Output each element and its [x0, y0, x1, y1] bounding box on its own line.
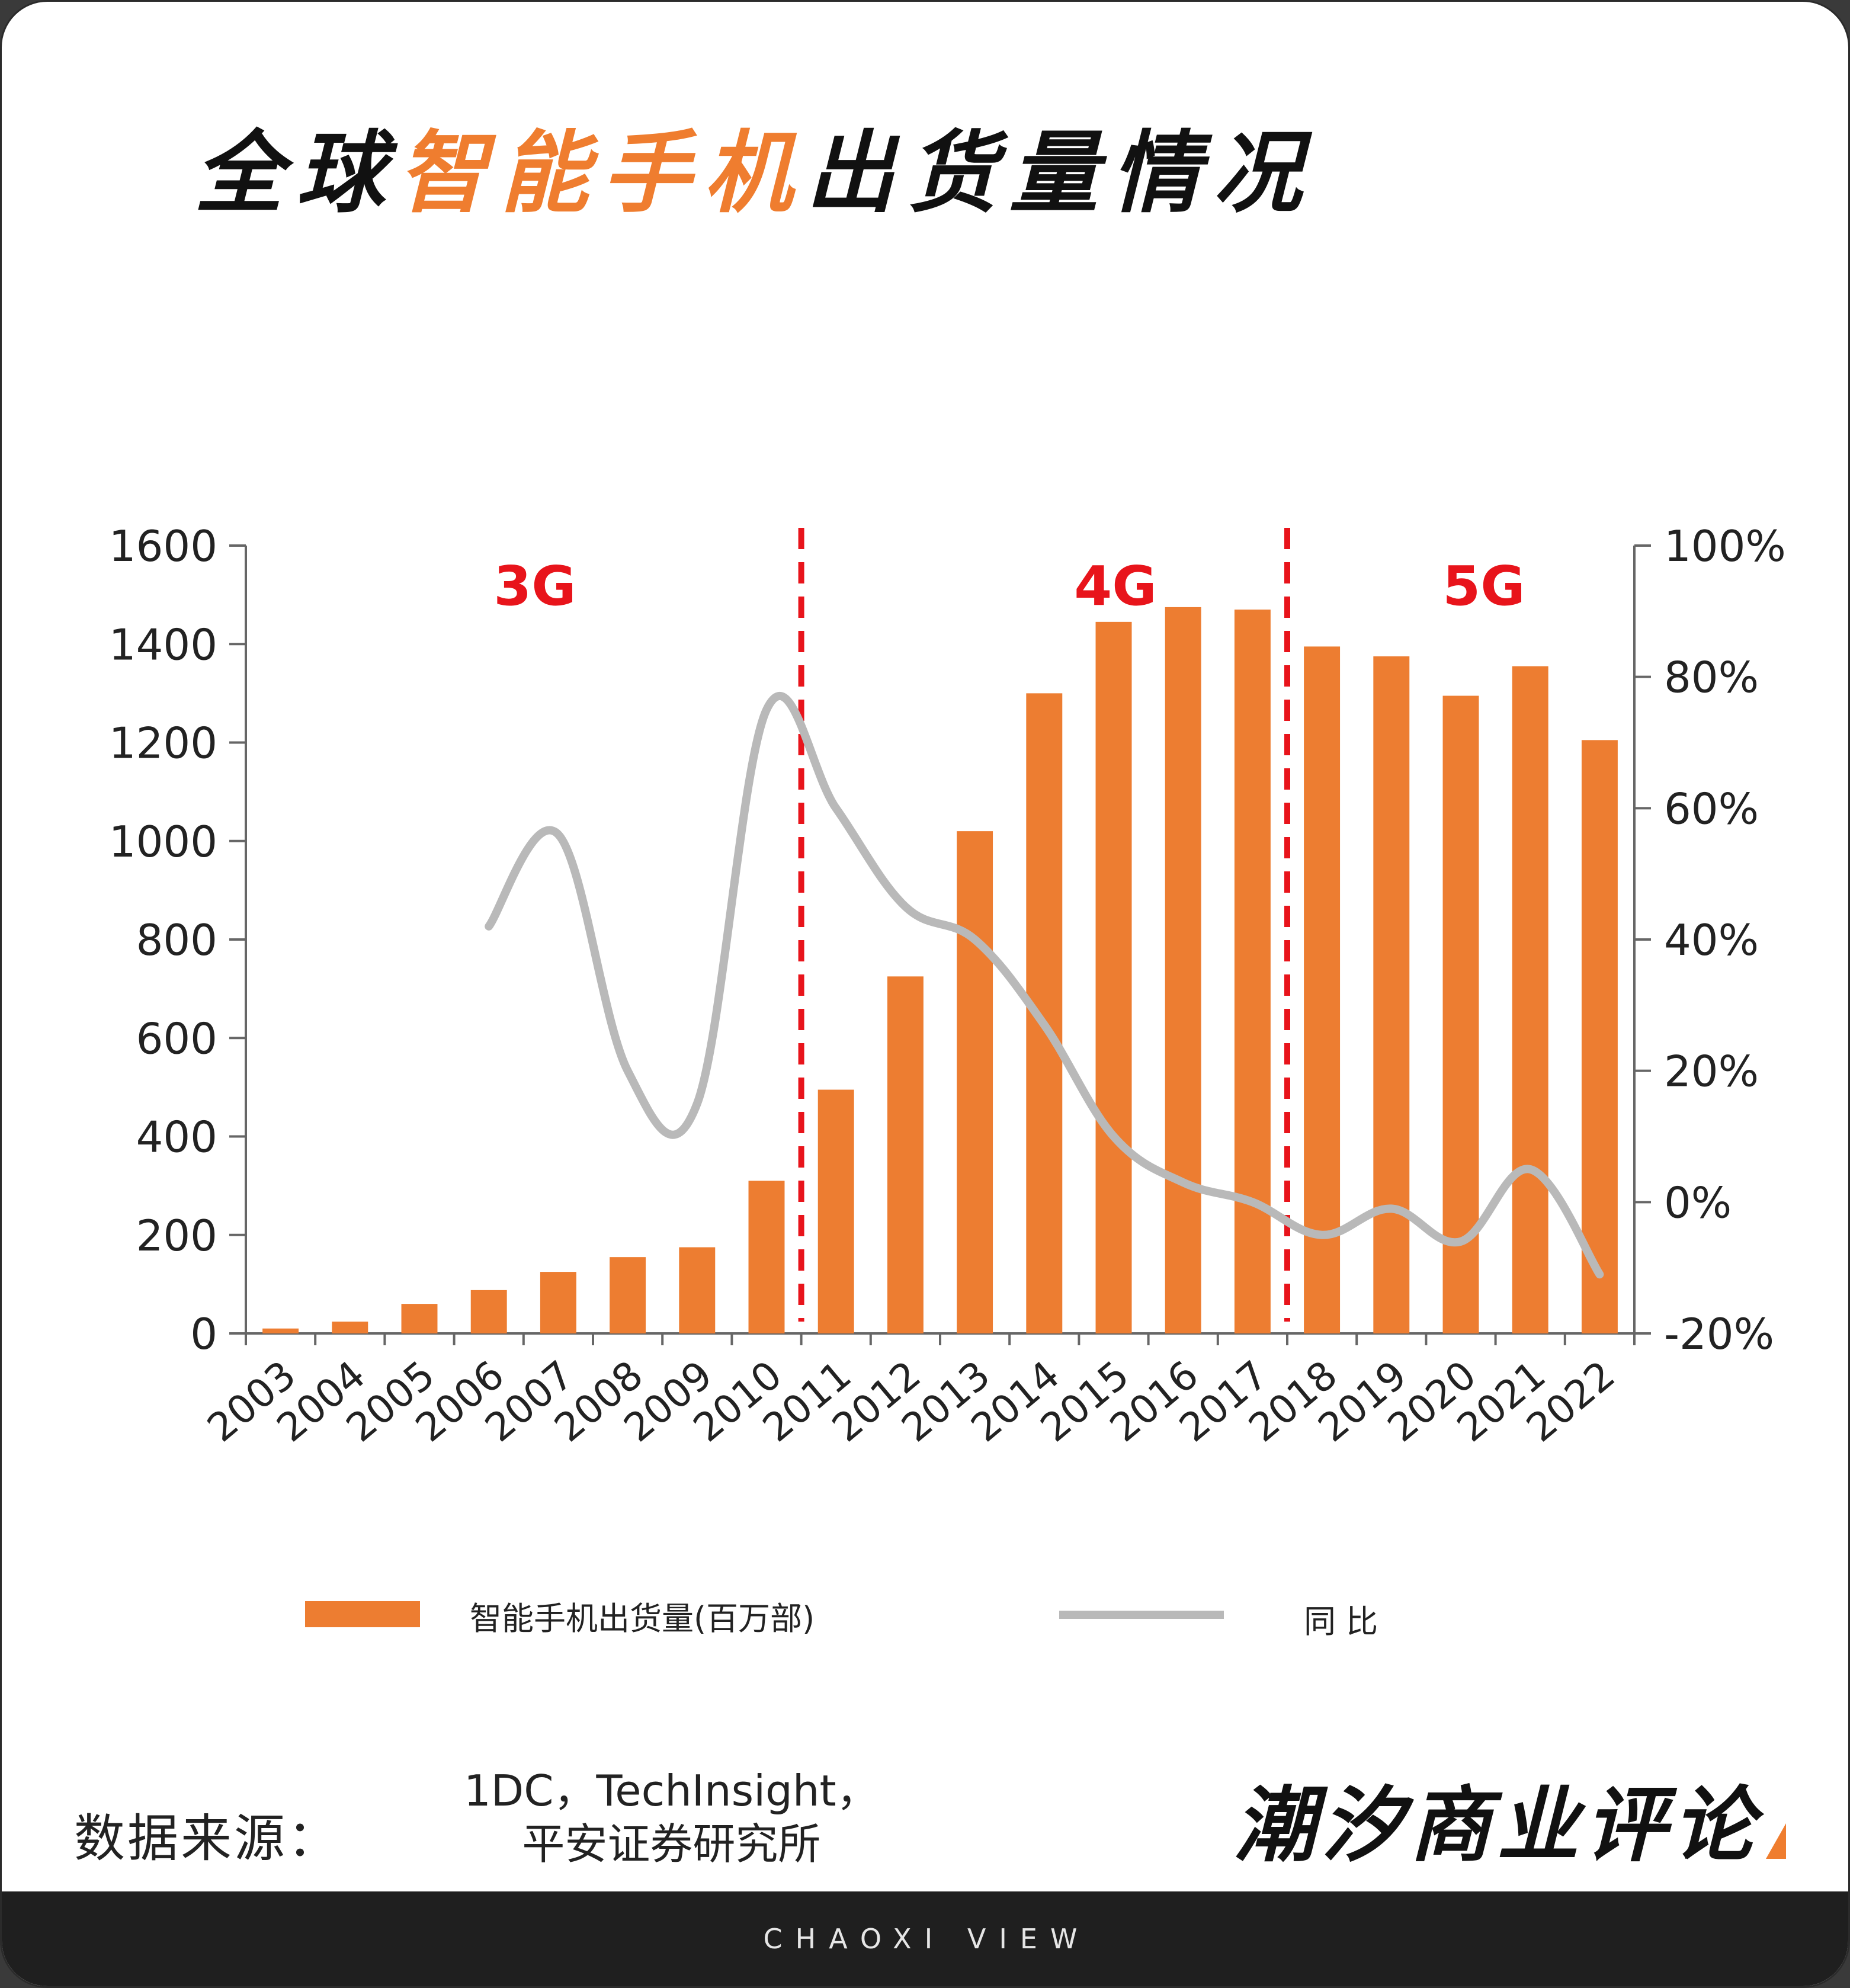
brand-logo: 潮汐商业评论	[1234, 1778, 1761, 1873]
left-tick-label: 0	[190, 1309, 217, 1359]
source-label: 数据来源：	[74, 1809, 341, 1868]
title-part-2: 智能手机	[398, 122, 806, 225]
bar-2017	[1234, 610, 1271, 1333]
right-tick-label: 0%	[1664, 1178, 1732, 1227]
page-title: 全球智能手机出货量情况	[194, 129, 1315, 218]
bar-2011	[817, 1089, 854, 1333]
left-tick-label: 800	[136, 915, 217, 965]
left-tick-label: 1400	[109, 620, 217, 669]
bar-2013	[957, 831, 993, 1333]
source-line-2: 平安证券研究所	[522, 1819, 821, 1869]
yoy-line	[485, 692, 1604, 1279]
bar-2006	[470, 1290, 507, 1333]
bar-2015	[1095, 621, 1132, 1333]
bar-2008	[610, 1257, 646, 1333]
right-tick-label: 40%	[1664, 915, 1759, 965]
left-tick-label: 400	[136, 1112, 217, 1162]
footer-tagline: CHAOXI VIEW	[763, 1923, 1091, 1955]
bar-2022	[1581, 740, 1618, 1333]
bar-2018	[1304, 646, 1341, 1333]
bar-2003	[262, 1328, 299, 1333]
right-tick-label: 100%	[1664, 521, 1786, 571]
right-tick-label: -20%	[1664, 1309, 1774, 1359]
bar-2004	[332, 1322, 368, 1333]
bar-2009	[679, 1247, 716, 1333]
left-tick-label: 1600	[109, 521, 217, 571]
bar-2012	[887, 976, 924, 1333]
bar-2010	[748, 1181, 785, 1333]
right-tick-label: 80%	[1664, 653, 1759, 703]
footer-bar	[2, 1891, 1848, 1986]
bar-2005	[401, 1304, 438, 1333]
legend-bar-swatch	[305, 1601, 420, 1627]
bar-2007	[540, 1272, 576, 1333]
source-text: 1DC，TechInsight， 平安证券研究所	[464, 1764, 879, 1871]
left-tick-label: 1200	[109, 719, 217, 768]
era-label-4G: 4G	[1074, 554, 1157, 618]
left-tick-label: 1000	[109, 817, 217, 867]
source-line-1: 1DC，TechInsight，	[464, 1766, 879, 1816]
left-tick-label: 600	[136, 1014, 217, 1063]
left-tick-label: 200	[136, 1211, 217, 1261]
brand-accent-mark	[1766, 1823, 1786, 1859]
bar-2021	[1512, 666, 1548, 1333]
legend-label-yoy: 同 比	[1304, 1603, 1378, 1640]
era-label-3G: 3G	[493, 554, 576, 618]
right-tick-label: 60%	[1664, 784, 1759, 833]
era-label-5G: 5G	[1442, 554, 1525, 618]
legend-line-swatch	[1059, 1611, 1224, 1619]
bar-2016	[1165, 607, 1201, 1333]
shipment-chart: 0 200 400 600 800 1000 1200 1400 1600 -20% 0% 20% 40…	[109, 521, 1786, 1451]
right-tick-label: 20%	[1664, 1047, 1759, 1096]
title-part-1: 全球	[194, 122, 399, 225]
legend-label-shipments: 智能手机出货量(百万部)	[470, 1600, 815, 1637]
bar-2019	[1373, 656, 1410, 1333]
title-part-3: 出货量情况	[806, 122, 1316, 225]
